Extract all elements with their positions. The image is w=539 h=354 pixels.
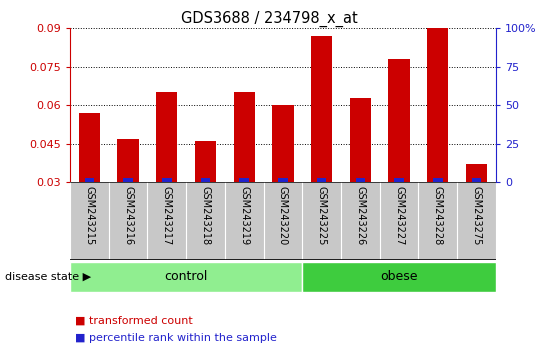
Bar bbox=[123, 178, 133, 182]
Text: GSM243226: GSM243226 bbox=[355, 186, 365, 245]
Bar bbox=[427, 28, 448, 182]
Bar bbox=[195, 141, 216, 182]
Text: GDS3688 / 234798_x_at: GDS3688 / 234798_x_at bbox=[181, 11, 358, 27]
Text: GSM243216: GSM243216 bbox=[123, 186, 133, 245]
Text: GSM243218: GSM243218 bbox=[201, 186, 211, 245]
Bar bbox=[79, 113, 100, 182]
Text: GSM243225: GSM243225 bbox=[317, 186, 327, 246]
Bar bbox=[233, 92, 255, 182]
Bar bbox=[311, 36, 333, 182]
Bar bbox=[278, 178, 288, 182]
Bar bbox=[162, 178, 171, 182]
Bar bbox=[350, 98, 371, 182]
Bar bbox=[201, 178, 210, 182]
Bar bbox=[302, 262, 496, 292]
Text: ■ transformed count: ■ transformed count bbox=[75, 316, 193, 326]
Bar bbox=[156, 92, 177, 182]
Bar bbox=[70, 262, 302, 292]
Text: disease state ▶: disease state ▶ bbox=[5, 272, 92, 282]
Text: GSM243217: GSM243217 bbox=[162, 186, 172, 245]
Bar bbox=[317, 178, 327, 182]
Text: GSM243215: GSM243215 bbox=[85, 186, 94, 245]
Bar bbox=[118, 139, 139, 182]
Text: GSM243220: GSM243220 bbox=[278, 186, 288, 245]
Bar bbox=[433, 178, 443, 182]
Text: GSM243228: GSM243228 bbox=[433, 186, 443, 245]
Text: control: control bbox=[164, 270, 208, 283]
Bar bbox=[85, 178, 94, 182]
Bar bbox=[356, 178, 365, 182]
Bar bbox=[395, 178, 404, 182]
Bar bbox=[466, 164, 487, 182]
Text: GSM243275: GSM243275 bbox=[472, 186, 481, 246]
Text: ■ percentile rank within the sample: ■ percentile rank within the sample bbox=[75, 333, 278, 343]
Text: obese: obese bbox=[381, 270, 418, 283]
Bar bbox=[272, 105, 294, 182]
Bar bbox=[472, 178, 481, 182]
Bar bbox=[389, 59, 410, 182]
Bar bbox=[239, 178, 249, 182]
Text: GSM243219: GSM243219 bbox=[239, 186, 249, 245]
Text: GSM243227: GSM243227 bbox=[394, 186, 404, 246]
